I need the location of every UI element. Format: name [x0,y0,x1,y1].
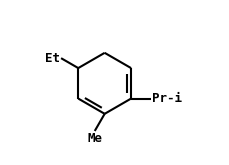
Text: Et: Et [45,52,60,65]
Text: Pr-i: Pr-i [152,92,182,105]
Text: Me: Me [87,132,102,145]
